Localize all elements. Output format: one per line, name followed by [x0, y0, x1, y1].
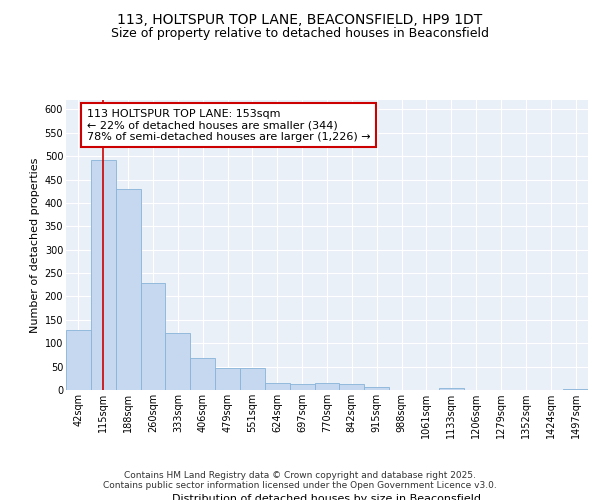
Bar: [314, 383, 340, 390]
Bar: [240, 368, 265, 390]
Bar: [215, 368, 240, 390]
Bar: [364, 387, 389, 390]
Bar: [116, 189, 140, 390]
Bar: [166, 333, 190, 390]
Text: 113, HOLTSPUR TOP LANE, BEACONSFIELD, HP9 1DT: 113, HOLTSPUR TOP LANE, BEACONSFIELD, HP…: [118, 12, 482, 26]
Bar: [439, 388, 464, 390]
Text: 113 HOLTSPUR TOP LANE: 153sqm
← 22% of detached houses are smaller (344)
78% of : 113 HOLTSPUR TOP LANE: 153sqm ← 22% of d…: [87, 108, 371, 142]
Text: Contains HM Land Registry data © Crown copyright and database right 2025.
Contai: Contains HM Land Registry data © Crown c…: [103, 470, 497, 490]
Y-axis label: Number of detached properties: Number of detached properties: [31, 158, 40, 332]
Bar: [140, 284, 166, 390]
X-axis label: Distribution of detached houses by size in Beaconsfield: Distribution of detached houses by size …: [173, 494, 482, 500]
Bar: [66, 330, 91, 390]
Bar: [563, 388, 588, 390]
Text: Size of property relative to detached houses in Beaconsfield: Size of property relative to detached ho…: [111, 28, 489, 40]
Bar: [340, 384, 364, 390]
Bar: [290, 384, 314, 390]
Bar: [190, 358, 215, 390]
Bar: [265, 383, 290, 390]
Bar: [91, 160, 116, 390]
